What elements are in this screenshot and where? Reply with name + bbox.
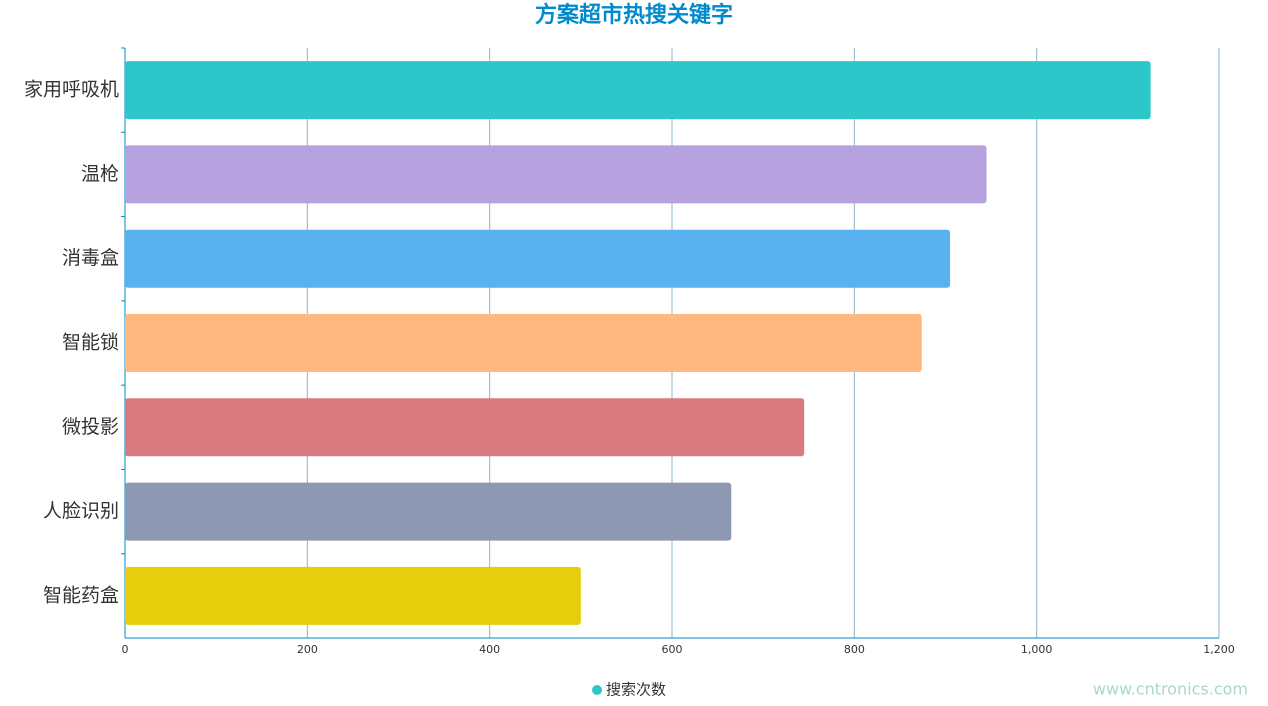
bar bbox=[125, 482, 732, 541]
bar bbox=[125, 61, 1151, 120]
y-tick-label: 智能药盒 bbox=[43, 584, 119, 606]
legend-label: 搜索次数 bbox=[606, 681, 666, 699]
chart-title: 方案超市热搜关键字 bbox=[535, 2, 733, 28]
x-tick-label: 200 bbox=[297, 643, 318, 656]
y-tick-label: 智能锁 bbox=[62, 332, 119, 354]
legend-swatch bbox=[592, 685, 602, 695]
bar bbox=[125, 314, 922, 372]
x-tick-label: 0 bbox=[122, 643, 129, 656]
x-tick-label: 400 bbox=[479, 643, 500, 656]
x-tick-label: 600 bbox=[662, 643, 683, 656]
x-tick-label: 800 bbox=[844, 643, 865, 656]
x-tick-label: 1,000 bbox=[1021, 643, 1053, 656]
y-tick-label: 温枪 bbox=[81, 163, 119, 185]
bar bbox=[125, 229, 951, 288]
y-tick-label: 微投影 bbox=[62, 416, 119, 438]
bar bbox=[125, 145, 987, 204]
y-tick-label: 消毒盒 bbox=[62, 247, 119, 269]
watermark: www.cntronics.com bbox=[1093, 680, 1248, 699]
x-tick-label: 1,200 bbox=[1203, 643, 1235, 656]
y-tick-label: 家用呼吸机 bbox=[24, 79, 119, 101]
y-tick-label: 人脸识别 bbox=[43, 500, 119, 522]
bar bbox=[125, 398, 805, 457]
bar bbox=[125, 566, 581, 625]
